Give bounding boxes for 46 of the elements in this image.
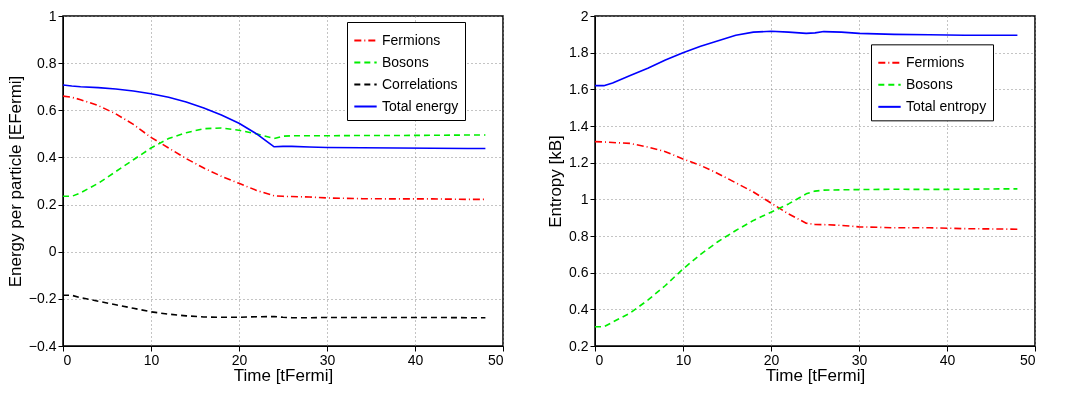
y-tick-label: 0.8 <box>569 227 589 244</box>
x-tick-label: 20 <box>763 351 780 368</box>
legend-label: Correlations <box>382 75 458 92</box>
y-tick-label: 0.2 <box>569 337 589 354</box>
y-tick-label: 0.4 <box>569 300 589 317</box>
x-tick-label: 10 <box>675 351 692 368</box>
y-tick-label: −0.2 <box>28 290 57 307</box>
y-tick-label: −0.4 <box>28 337 57 354</box>
y-axis-title: Entropy [kB] <box>546 135 566 228</box>
x-axis-title: Time [tFermi] <box>765 365 866 385</box>
legend-label: Fermions <box>382 31 441 48</box>
line-series <box>595 30 1019 87</box>
y-tick-label: 0.6 <box>37 101 57 118</box>
line-series <box>595 188 1019 328</box>
y-tick-label: 2 <box>580 7 589 24</box>
y-tick-label: 1 <box>48 7 57 24</box>
x-axis-title: Time [tFermi] <box>233 365 334 385</box>
y-tick-label: 1 <box>580 190 589 207</box>
line-series <box>595 140 1019 231</box>
legend-label: Bosons <box>906 75 953 92</box>
x-tick-label: 30 <box>851 351 868 368</box>
line-series <box>63 95 487 201</box>
x-tick-label: 50 <box>487 351 504 368</box>
legend-label: Bosons <box>382 53 429 70</box>
x-tick-label: 20 <box>231 351 248 368</box>
x-tick-label: 10 <box>143 351 160 368</box>
y-tick-label: 0.4 <box>37 148 57 165</box>
y-tick-label: 1.6 <box>569 80 589 97</box>
y-tick-label: 1.2 <box>569 154 589 171</box>
y-tick-label: 0.8 <box>37 54 57 71</box>
y-axis-title: Energy per particle [EFermi] <box>5 75 25 288</box>
y-tick-label: 0 <box>48 243 57 260</box>
x-tick-label: 50 <box>1019 351 1036 368</box>
legend-label: Total energy <box>382 97 459 114</box>
line-series <box>63 127 487 198</box>
x-tick-label: 30 <box>319 351 336 368</box>
x-tick-label: 0 <box>63 351 72 368</box>
y-tick-label: 0.2 <box>37 196 57 213</box>
y-tick-label: 0.6 <box>569 264 589 281</box>
y-tick-label: 1.8 <box>569 44 589 61</box>
x-tick-label: 0 <box>595 351 604 368</box>
x-tick-label: 40 <box>407 351 424 368</box>
legend-label: Total entropy <box>906 97 987 114</box>
legend-label: Fermions <box>906 53 965 70</box>
x-tick-label: 40 <box>939 351 956 368</box>
y-tick-label: 1.4 <box>569 117 589 134</box>
